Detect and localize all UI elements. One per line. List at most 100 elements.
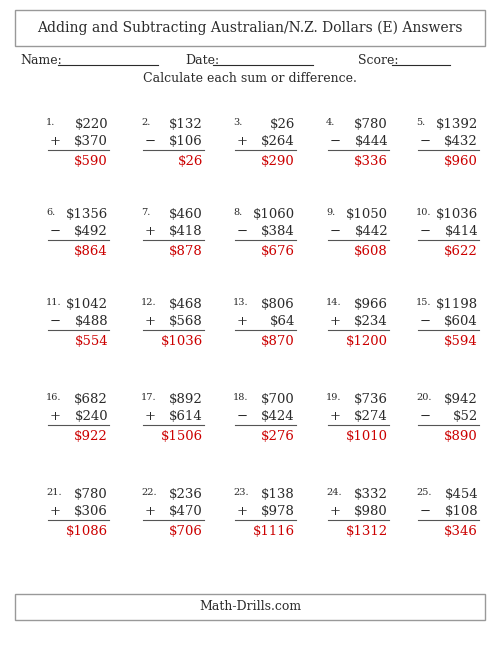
Text: −: − [50,315,61,328]
Text: $1036: $1036 [161,335,203,348]
Text: 7.: 7. [141,208,150,217]
Text: $414: $414 [444,225,478,238]
Text: −: − [237,225,248,238]
Text: $980: $980 [354,505,388,518]
Text: −: − [420,315,431,328]
Text: 4.: 4. [326,118,336,127]
Text: −: − [420,410,431,423]
Text: $418: $418 [170,225,203,238]
Text: −: − [420,505,431,518]
Text: +: + [237,135,248,148]
Text: $614: $614 [169,410,203,423]
Text: $568: $568 [169,315,203,328]
Text: −: − [420,135,431,148]
Text: 8.: 8. [233,208,242,217]
Text: $1116: $1116 [253,525,295,538]
Text: $442: $442 [354,225,388,238]
Text: $444: $444 [354,135,388,148]
Text: $942: $942 [444,393,478,406]
Text: $132: $132 [169,118,203,131]
Text: 3.: 3. [233,118,242,127]
Text: 23.: 23. [233,488,248,497]
Text: $1042: $1042 [66,298,108,311]
Text: $806: $806 [261,298,295,311]
Text: $1312: $1312 [346,525,388,538]
Text: +: + [237,505,248,518]
Text: $424: $424 [262,410,295,423]
Text: 14.: 14. [326,298,342,307]
Text: $290: $290 [261,155,295,168]
Text: 1.: 1. [46,118,56,127]
Text: +: + [50,410,61,423]
Text: $108: $108 [444,505,478,518]
Text: Calculate each sum or difference.: Calculate each sum or difference. [143,72,357,85]
Text: $1198: $1198 [436,298,478,311]
Text: 11.: 11. [46,298,62,307]
Text: $676: $676 [261,245,295,258]
Text: $264: $264 [261,135,295,148]
Text: +: + [50,505,61,518]
Text: 12.: 12. [141,298,156,307]
Text: $488: $488 [74,315,108,328]
Text: −: − [145,135,156,148]
Text: $332: $332 [354,488,388,501]
Text: $492: $492 [74,225,108,238]
FancyBboxPatch shape [15,594,485,620]
Text: $1200: $1200 [346,335,388,348]
Text: −: − [50,225,61,238]
Text: $1036: $1036 [436,208,478,221]
Text: $26: $26 [270,118,295,131]
Text: 21.: 21. [46,488,62,497]
Text: $1060: $1060 [253,208,295,221]
Text: $384: $384 [261,225,295,238]
Text: $706: $706 [169,525,203,538]
Text: $780: $780 [354,118,388,131]
Text: $346: $346 [444,525,478,538]
Text: Adding and Subtracting Australian/N.Z. Dollars (E) Answers: Adding and Subtracting Australian/N.Z. D… [37,21,463,35]
Text: $454: $454 [444,488,478,501]
Text: 24.: 24. [326,488,342,497]
Text: $26: $26 [178,155,203,168]
Text: +: + [330,505,341,518]
Text: +: + [330,315,341,328]
Text: $1050: $1050 [346,208,388,221]
Text: $240: $240 [74,410,108,423]
Text: $52: $52 [453,410,478,423]
Text: 6.: 6. [46,208,55,217]
Text: $892: $892 [169,393,203,406]
Text: $1010: $1010 [346,430,388,443]
Text: $622: $622 [444,245,478,258]
Text: Date:: Date: [185,54,219,67]
Text: $234: $234 [354,315,388,328]
Text: 22.: 22. [141,488,156,497]
Text: $468: $468 [169,298,203,311]
Text: $978: $978 [261,505,295,518]
Text: Name:: Name: [20,54,62,67]
Text: $236: $236 [169,488,203,501]
Text: $554: $554 [74,335,108,348]
Text: +: + [330,410,341,423]
Text: $700: $700 [261,393,295,406]
Text: +: + [145,315,156,328]
Text: $864: $864 [74,245,108,258]
Text: 16.: 16. [46,393,62,402]
Text: 10.: 10. [416,208,432,217]
Text: $276: $276 [261,430,295,443]
Text: 5.: 5. [416,118,425,127]
Text: +: + [237,315,248,328]
Text: $274: $274 [354,410,388,423]
Text: $64: $64 [270,315,295,328]
Text: 9.: 9. [326,208,335,217]
Text: $106: $106 [169,135,203,148]
Text: −: − [237,410,248,423]
Text: $138: $138 [261,488,295,501]
Text: $1506: $1506 [161,430,203,443]
Text: 20.: 20. [416,393,432,402]
Text: 19.: 19. [326,393,342,402]
Text: $1392: $1392 [436,118,478,131]
Text: 18.: 18. [233,393,248,402]
Text: $336: $336 [354,155,388,168]
Text: 13.: 13. [233,298,248,307]
Text: $470: $470 [169,505,203,518]
Text: +: + [145,225,156,238]
